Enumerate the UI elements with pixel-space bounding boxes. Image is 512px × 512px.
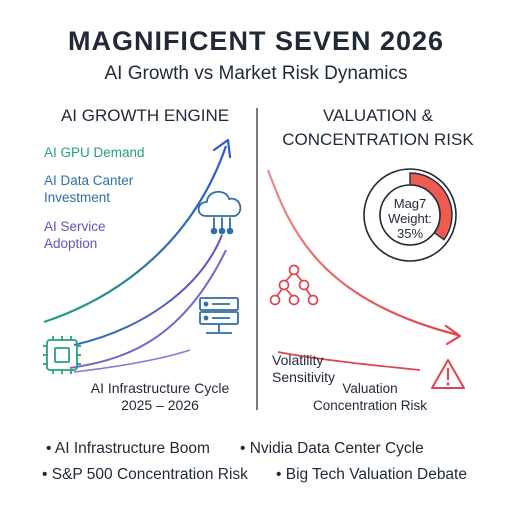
- footer-item-sp500-concentration: • S&P 500 Concentration Risk: [42, 466, 248, 483]
- cloud-network-icon: [197, 190, 242, 235]
- mag7-weight-donut: [363, 168, 457, 262]
- service-adoption-curve: [69, 249, 227, 369]
- footer-item-nvidia-data-center: • Nvidia Data Center Cycle: [240, 440, 424, 457]
- footer-item-ai-infrastructure: • AI Infrastructure Boom: [46, 440, 210, 457]
- valuation-decline-arrowhead: [444, 324, 462, 346]
- infrastructure-baseline-curve: [73, 349, 191, 373]
- warning-icon: [431, 359, 465, 389]
- panel-divider: [256, 108, 258, 410]
- right-panel-heading: VALUATION & CONCENTRATION RISK: [282, 106, 474, 149]
- infrastructure-cycle-caption: AI Infrastructure Cycle 2025 – 2026: [90, 380, 230, 413]
- donut-track: [363, 168, 457, 262]
- gpu-demand-curve: [43, 145, 228, 324]
- volatility-sensitivity-label: Volatility Sensitivity: [272, 352, 336, 385]
- donut-inner: [379, 184, 441, 246]
- server-rack-icon: [199, 297, 239, 334]
- footer-item-big-tech-valuation: • Big Tech Valuation Debate: [276, 466, 467, 483]
- datacenter-investment-label: AI Data Canter Investment: [44, 173, 134, 205]
- donut-label: Mag7 Weight: 35%: [388, 196, 432, 241]
- datacenter-investment-curve: [73, 234, 223, 346]
- page-title: MAGNIFICENT SEVEN 2026: [67, 26, 445, 56]
- hierarchy-icon: [269, 264, 319, 306]
- valuation-concentration-risk-label: Valuation Concentration Risk: [312, 381, 428, 413]
- gpu-demand-arrowhead: [212, 138, 232, 159]
- page-subtitle: AI Growth vs Market Risk Dynamics: [104, 63, 408, 84]
- volatility-curve: [277, 351, 421, 371]
- valuation-decline-curve: [266, 169, 459, 337]
- left-panel-heading: AI GROWTH ENGINE: [60, 106, 230, 125]
- service-adoption-label: AI Service Adoption: [44, 219, 106, 251]
- gpu-demand-label: AI GPU Demand: [44, 145, 145, 160]
- chip-icon: [43, 336, 81, 374]
